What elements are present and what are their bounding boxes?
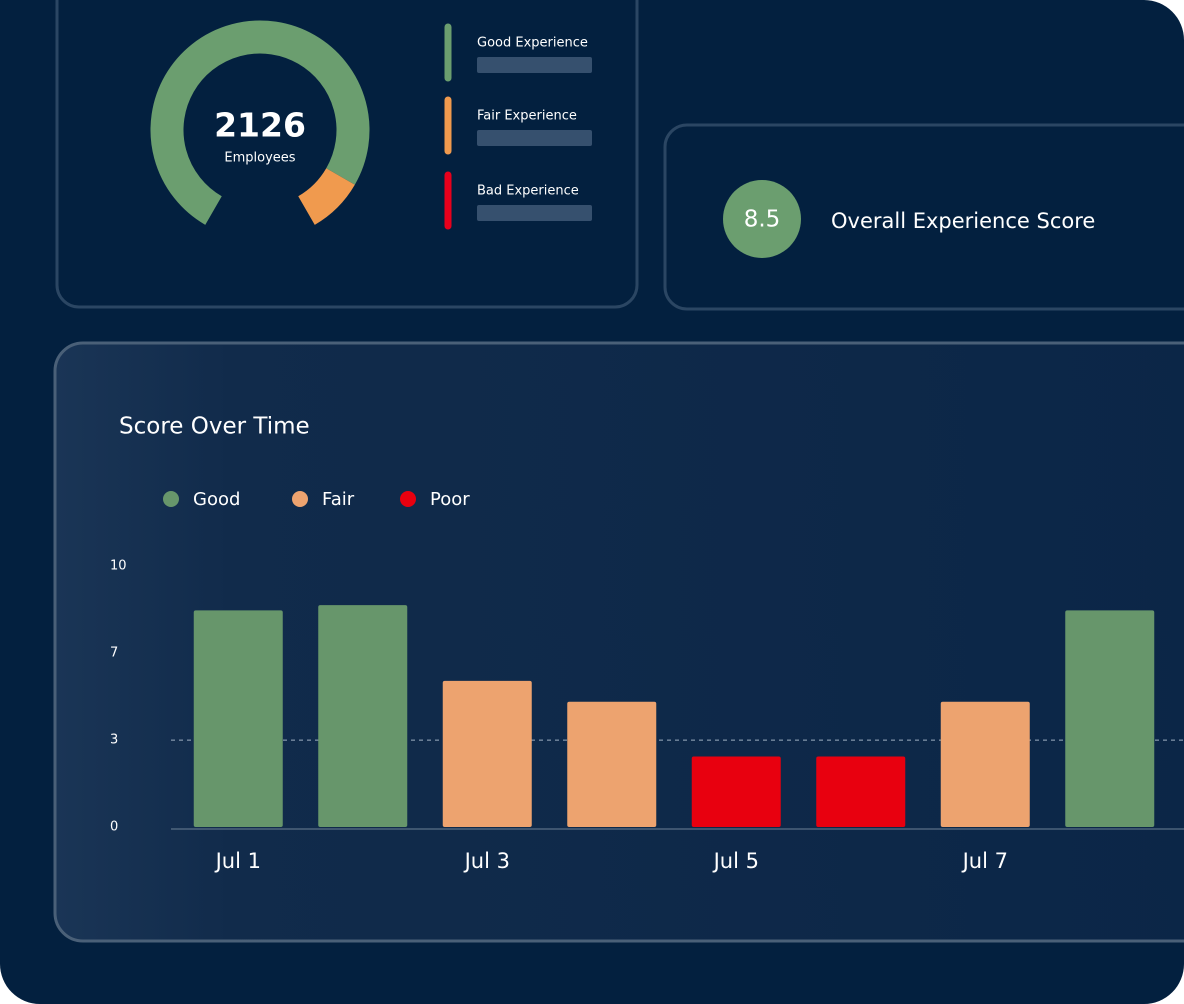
donut (150, 20, 370, 225)
score-card (663, 123, 1184, 311)
bar (1065, 610, 1155, 827)
bar (318, 605, 408, 827)
legend-dot (163, 491, 179, 507)
x-tick-label: Jul 7 (961, 849, 1008, 873)
y-tick-label: 0 (110, 820, 118, 835)
legend-label: Good Experience (477, 36, 588, 51)
score-label: Overall Experience Score (831, 209, 1095, 233)
legend-label: Fair (322, 489, 355, 510)
legend-label: Poor (430, 489, 470, 510)
x-tick-label: Jul 3 (463, 849, 510, 873)
y-tick-label: 3 (110, 733, 118, 748)
bar (567, 701, 657, 827)
legend-label: Fair Experience (477, 109, 577, 124)
bar (193, 610, 283, 827)
y-tick-label: 7 (110, 645, 118, 660)
donut-segment (150, 20, 370, 225)
bar (442, 680, 532, 827)
bar (816, 756, 906, 827)
y-tick-label: 10 (110, 559, 127, 574)
legend-dot (400, 491, 416, 507)
x-tick-label: Jul 1 (214, 849, 261, 873)
donut-card (55, 0, 639, 309)
legend-placeholder (477, 130, 592, 146)
legend-dot (292, 491, 308, 507)
bar (940, 701, 1030, 827)
legend-label: Bad Experience (477, 184, 579, 199)
donut-segment (297, 167, 355, 225)
chart-title: Score Over Time (119, 414, 310, 440)
score-badge (723, 180, 801, 258)
score-value: 8.5 (744, 207, 781, 233)
donut-label: Employees (224, 151, 295, 166)
bar (691, 756, 781, 827)
legend-placeholder (477, 205, 592, 221)
donut-value: 2126 (214, 106, 306, 145)
x-tick-label: Jul 5 (712, 849, 759, 873)
legend-placeholder (477, 57, 592, 73)
legend-label: Good (193, 489, 240, 510)
